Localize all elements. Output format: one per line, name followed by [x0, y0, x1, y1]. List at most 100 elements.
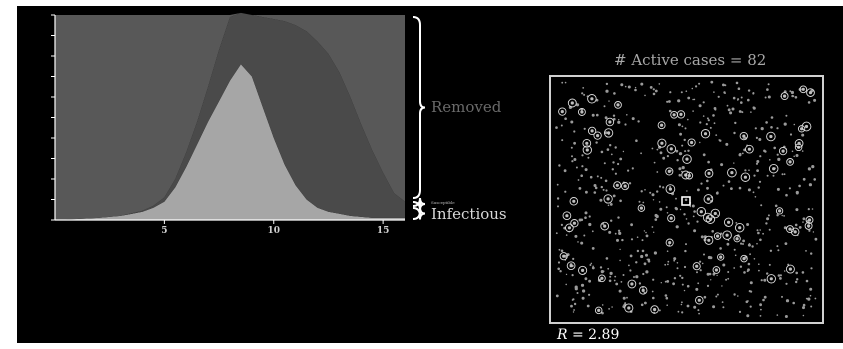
infection-ring [603, 128, 614, 138]
agent-dot [768, 263, 771, 266]
agent-dot [654, 218, 658, 221]
agent-dot [764, 96, 767, 99]
agent-dot [699, 269, 702, 272]
agent-dot [705, 123, 708, 126]
agent-dot [716, 274, 718, 277]
agent-dot [558, 248, 561, 251]
agent-dot [658, 185, 662, 188]
agent-dot [591, 113, 595, 117]
agent-dot [581, 154, 584, 157]
agent-dot [807, 167, 812, 171]
agent-dot [747, 98, 750, 102]
agent-dot [679, 132, 682, 136]
agent-dot [757, 231, 760, 235]
infection-ring [739, 131, 748, 141]
agent-dot [733, 293, 736, 296]
agent-dot [653, 161, 656, 164]
infection-ring [657, 121, 666, 130]
agent-dot [651, 147, 654, 150]
agent-dot [721, 285, 723, 287]
agent-dot [559, 270, 562, 273]
agent-dot [752, 92, 755, 94]
agent-dot [783, 226, 787, 230]
infection-ring [805, 216, 814, 224]
agent-dot [792, 95, 795, 98]
agent-dot [647, 260, 651, 263]
agent-dot [776, 127, 779, 130]
agent-dot [658, 309, 661, 312]
agent-dot [759, 155, 762, 158]
agent-dot [759, 303, 762, 307]
agent-dot [798, 226, 802, 229]
agent-dot [640, 303, 644, 307]
agent-dot [802, 217, 806, 221]
agent-dot [611, 168, 614, 171]
agent-dot [602, 188, 605, 191]
infection-ring [778, 146, 788, 156]
infection-ring [740, 172, 751, 182]
active-cases-title: # Active cases = 82 [614, 51, 767, 69]
agent-dot [574, 234, 578, 238]
agent-dot [654, 213, 658, 218]
agent-dot [619, 157, 623, 161]
brace-removed [412, 16, 426, 199]
infection-ring [801, 121, 812, 132]
agent-dot [765, 222, 768, 225]
infectious-agent [766, 131, 776, 142]
infection-ring [766, 131, 776, 142]
agent-dot [684, 127, 687, 130]
agent-dot [571, 274, 574, 277]
agent-dot [746, 223, 750, 226]
agent-dot [607, 267, 610, 270]
agent-dot [733, 131, 736, 135]
agent-dot [801, 133, 805, 137]
agent-dot [747, 262, 751, 266]
agent-dot [619, 199, 622, 203]
infected-dot [653, 307, 657, 312]
infection-ring [692, 262, 701, 271]
agent-dot [560, 124, 563, 127]
population-dots [555, 80, 818, 318]
infection-ring [727, 167, 737, 178]
infection-ring [786, 225, 794, 234]
infected-dot [687, 174, 691, 178]
agent-dot [645, 234, 649, 238]
agent-dot [766, 272, 769, 275]
agent-dot [586, 304, 590, 308]
agent-dot [693, 98, 696, 101]
infected-dot [727, 220, 731, 224]
agent-dot [638, 200, 641, 203]
agent-dot [611, 306, 613, 308]
infected-dot [706, 215, 710, 220]
agent-dot [813, 98, 817, 102]
infection-ring [582, 145, 592, 155]
agent-dot [664, 263, 667, 266]
agent-dot [605, 89, 609, 93]
agent-dot [617, 120, 621, 124]
agent-dot [660, 282, 662, 284]
agent-dot [752, 106, 755, 109]
agent-dot [742, 239, 745, 243]
infectious-agent [790, 227, 800, 237]
agent-dot [754, 127, 757, 130]
agent-dot [614, 275, 617, 278]
agent-dot [747, 188, 751, 192]
agent-dot [581, 165, 584, 168]
agent-dot [664, 280, 667, 283]
infectious-agent [670, 110, 678, 119]
agent-dot [557, 205, 559, 208]
agent-dot [683, 265, 687, 269]
infected-dot [781, 149, 785, 153]
r-equals: = 2.89 [567, 327, 620, 343]
infected-dot [713, 211, 717, 216]
agent-dot [636, 249, 640, 253]
agent-dot [666, 155, 670, 158]
agent-dot [734, 121, 737, 125]
agent-dot [571, 155, 573, 158]
agent-dot [692, 98, 694, 101]
agent-dot [635, 275, 639, 279]
infection-ring [665, 167, 674, 176]
agent-dot [710, 80, 714, 84]
infection-ring [627, 279, 637, 289]
agent-dot [600, 176, 603, 179]
